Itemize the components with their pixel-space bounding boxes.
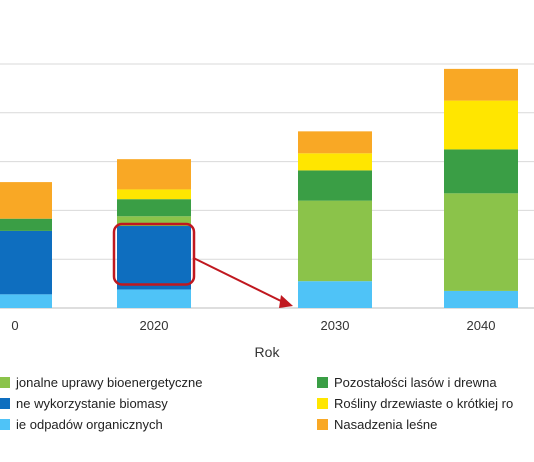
legend-label: Pozostałości lasów i drewna [334,374,497,390]
bars [0,68,518,308]
bar-segment [117,159,191,190]
x-tick-label: 2020 [140,318,169,333]
bar-segment [444,290,518,308]
legend-item: ne wykorzystanie biomasy [0,394,168,412]
legend-label: jonalne uprawy bioenergetyczne [16,374,203,390]
legend-swatch [0,418,10,430]
bar-segment [117,226,191,290]
bar-segment [298,281,372,308]
bar-segment [444,149,518,194]
bioenergy-stacked-bar-chart: 0 2020 2030 2040 Rok [0,63,534,360]
annotations [112,222,293,308]
bar-segment [0,182,52,219]
legend-swatch [0,376,10,388]
legend-swatch [317,376,328,388]
bar-segment [444,68,518,101]
legend-label: ne wykorzystanie biomasy [16,395,168,411]
bar-segment [0,294,52,308]
arrow-head [279,295,293,308]
legend-item: jonalne uprawy bioenergetyczne [0,373,202,391]
legend-item: Rośliny drzewiaste o krótkiej ro [317,394,513,412]
bar-segment [298,153,372,171]
highlight-box [112,222,196,286]
bar-segment [117,216,191,227]
bar-segment [0,218,52,231]
legend-item: Pozostałości lasów i drewna [317,373,497,391]
bar-segment [298,200,372,282]
bar-segment [117,289,191,308]
bar-segment [298,131,372,154]
x-tick-label: 2040 [467,318,496,333]
legend-swatch [317,397,328,409]
x-tick-label: 0 [11,318,18,333]
legend-label: Nasadzenia leśne [334,416,438,432]
bar-segment [444,193,518,291]
legend-label: Rośliny drzewiaste o krótkiej ro [334,395,514,411]
bar-segment [117,199,191,217]
bar-segment [117,189,191,200]
x-tick-label: 2030 [321,318,350,333]
legend-swatch [317,418,328,430]
legend: jonalne uprawy bioenergetyczne ne wykorz… [0,372,534,452]
x-tick-labels: 0 2020 2030 2040 [11,318,495,333]
bar-segment [0,230,52,295]
bar-segment [298,170,372,201]
legend-swatch [0,397,10,409]
x-axis-label: Rok [255,344,281,360]
arrow-line [192,256,286,304]
legend-item: Nasadzenia leśne [317,415,437,433]
bar-segment [444,100,518,150]
legend-item: ie odpadów organicznych [0,415,163,433]
legend-label: ie odpadów organicznych [16,416,163,432]
